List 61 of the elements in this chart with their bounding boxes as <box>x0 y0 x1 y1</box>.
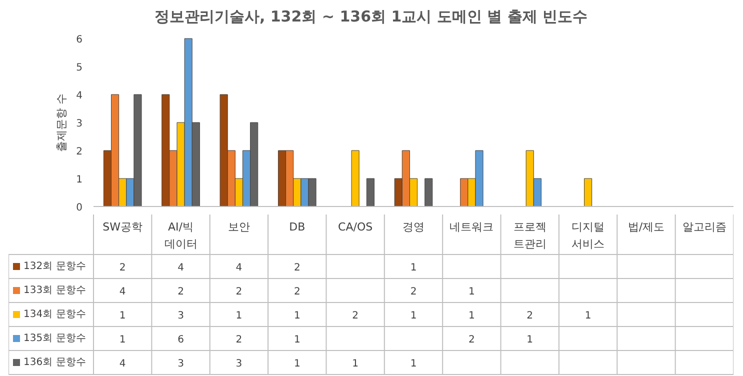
data-label: 2 <box>294 262 300 274</box>
data-label: 4 <box>119 286 126 298</box>
y-tick-label: 2 <box>76 146 83 158</box>
data-label: 2 <box>236 286 242 298</box>
data-label: 1 <box>410 310 417 322</box>
y-tick-label: 6 <box>76 34 83 46</box>
data-label: 2 <box>236 334 242 346</box>
data-label: 6 <box>178 334 184 346</box>
data-label: 3 <box>178 310 184 322</box>
bar <box>424 178 433 207</box>
x-tick-label: 경영 <box>402 220 424 234</box>
data-label: 1 <box>119 310 126 322</box>
y-tick-label: 4 <box>76 90 83 102</box>
y-tick-label: 1 <box>76 174 83 186</box>
data-label: 2 <box>526 310 534 322</box>
data-label: 2 <box>410 286 417 298</box>
bar <box>351 150 360 207</box>
legend-label: 135회 문항수 <box>24 333 86 344</box>
x-tick-label: 보안 <box>228 220 250 234</box>
y-tick-label: 0 <box>76 202 83 214</box>
data-label: 2 <box>119 262 126 274</box>
legend-label: 133회 문항수 <box>24 285 86 296</box>
data-label: 1 <box>294 358 300 370</box>
bar <box>584 178 592 207</box>
data-label: 1 <box>526 334 534 346</box>
y-axis-title: 출제문항 수 <box>55 93 68 152</box>
x-tick-label: 네트워크 <box>450 220 494 234</box>
data-label: 1 <box>468 310 475 322</box>
x-tick-label: CA/OS <box>338 220 373 234</box>
data-label: 4 <box>236 262 242 274</box>
data-label: 2 <box>294 286 300 298</box>
data-label: 2 <box>352 310 359 322</box>
x-tick-label: 알고리즘 <box>682 220 726 234</box>
data-label: 1 <box>410 358 417 370</box>
data-label: 1 <box>294 334 300 346</box>
data-label: 1 <box>236 310 242 322</box>
data-label: 2 <box>178 286 184 298</box>
legend-label: 132회 문항수 <box>24 261 86 272</box>
data-label: 2 <box>468 334 475 346</box>
x-tick-label: 디지털서비스 <box>572 220 605 250</box>
x-tick-label: 법/제도 <box>628 220 665 234</box>
data-label: 4 <box>178 262 184 274</box>
data-label: 1 <box>352 358 359 370</box>
data-label: 1 <box>294 310 300 322</box>
data-label: 1 <box>468 286 475 298</box>
x-tick-label: SW공학 <box>102 220 143 234</box>
x-tick-label: DB <box>289 220 306 234</box>
y-tick-label: 5 <box>76 62 83 74</box>
x-tick-label: 프로젝트관리 <box>513 220 546 250</box>
x-tick-label: AI/빅데이터 <box>164 220 198 250</box>
data-label: 4 <box>119 358 126 370</box>
y-tick-label: 3 <box>76 118 83 130</box>
data-label: 3 <box>236 358 242 370</box>
data-label: 1 <box>584 310 592 322</box>
legend-label: 136회 문항수 <box>24 357 86 368</box>
data-label: 1 <box>410 262 417 274</box>
data-label: 1 <box>119 334 126 346</box>
data-label: 3 <box>178 358 184 370</box>
chart-title: 정보관리기술사, 132회 ~ 136회 1교시 도메인 별 출제 빈도수 <box>154 8 588 26</box>
bar <box>366 178 374 207</box>
legend-label: 134회 문항수 <box>24 309 86 320</box>
